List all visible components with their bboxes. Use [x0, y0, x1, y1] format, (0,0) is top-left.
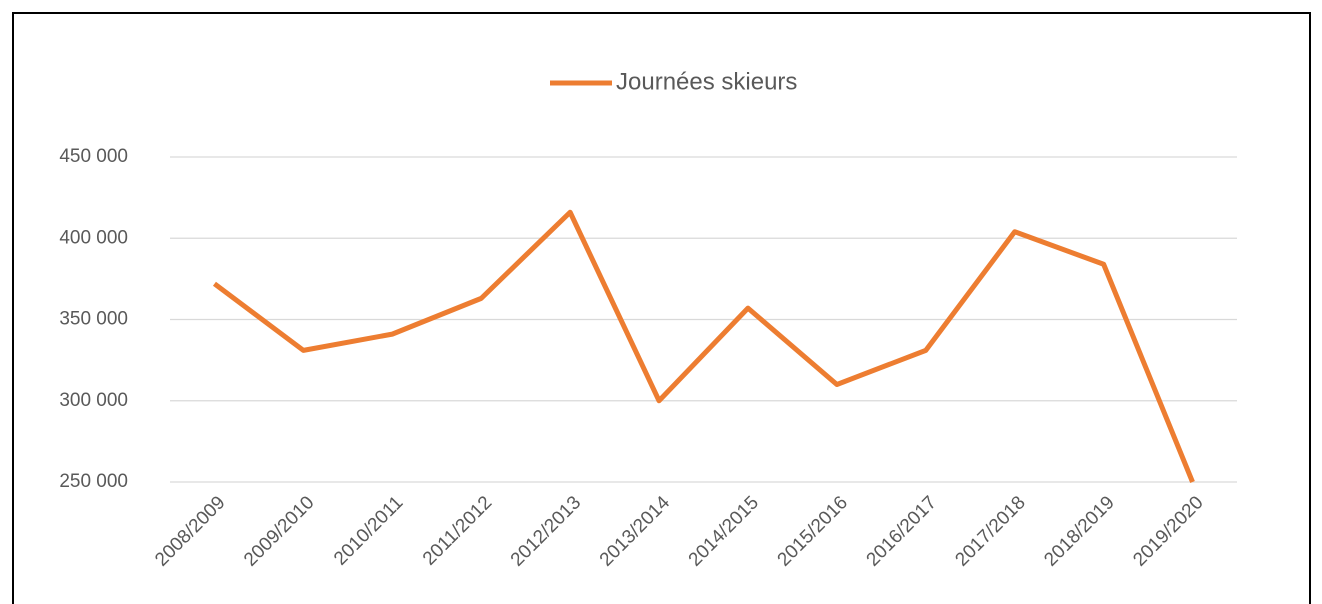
- chart-frame: [12, 12, 1311, 604]
- x-tick-label: 2008/2009: [151, 492, 229, 570]
- x-tick-label: 2017/2018: [951, 492, 1029, 570]
- y-tick-label: 250 000: [59, 471, 128, 492]
- line-series: [212, 209, 1195, 483]
- y-tick-label: 400 000: [59, 227, 128, 248]
- x-tick-label: 2011/2012: [419, 492, 496, 569]
- x-tick-label: 2018/2019: [1040, 492, 1118, 570]
- x-tick-label: 2014/2015: [685, 492, 763, 570]
- x-tick-label: 2010/2011: [330, 492, 407, 569]
- y-tick-label: 300 000: [59, 390, 128, 411]
- x-tick-label: 2013/2014: [596, 492, 675, 571]
- x-tick-label: 2015/2016: [774, 492, 852, 570]
- x-tick-label: 2016/2017: [863, 492, 941, 570]
- y-tick-label: 350 000: [59, 309, 128, 330]
- x-tick-label: 2019/2020: [1129, 492, 1207, 570]
- x-tick-label: 2012/2013: [507, 492, 585, 570]
- y-tick-label: 450 000: [59, 146, 128, 167]
- legend-label: Journées skieurs: [616, 68, 797, 95]
- x-tick-label: 2009/2010: [240, 492, 318, 570]
